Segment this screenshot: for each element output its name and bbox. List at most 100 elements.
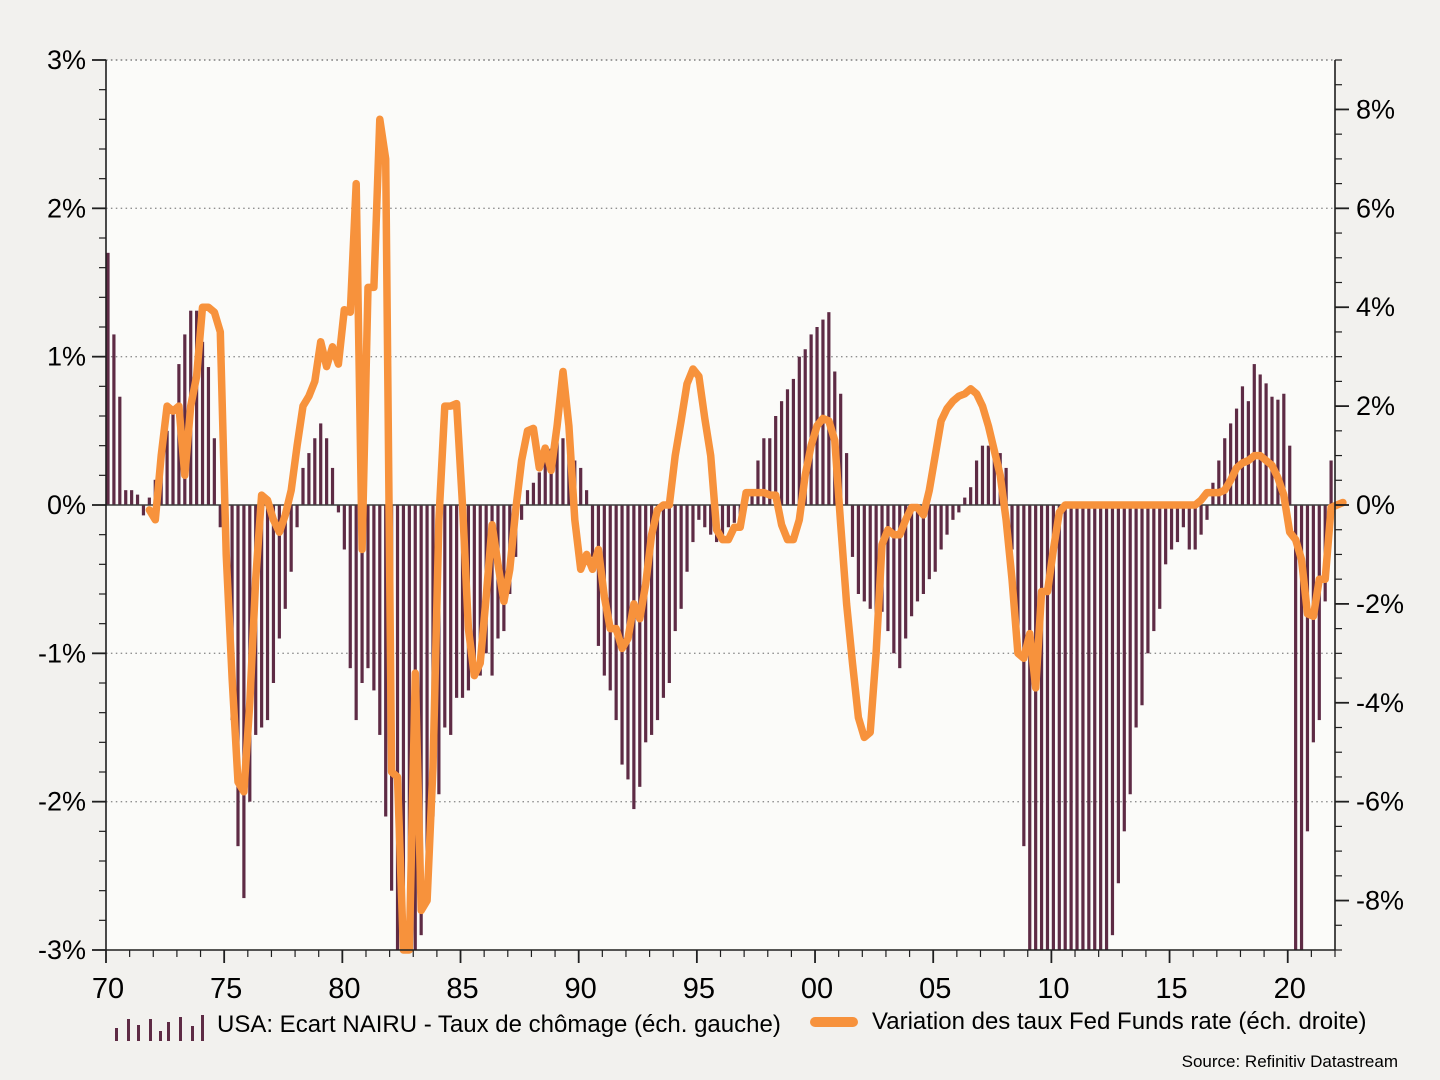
bar bbox=[531, 482, 536, 505]
bar bbox=[803, 349, 807, 505]
bar bbox=[502, 505, 506, 632]
bar bbox=[301, 467, 305, 505]
bar bbox=[1223, 438, 1227, 505]
bar bbox=[1240, 386, 1245, 505]
right-tick-label: -8% bbox=[1356, 886, 1404, 916]
bar bbox=[1099, 505, 1103, 950]
bar bbox=[1193, 505, 1197, 550]
bar bbox=[1229, 423, 1233, 505]
bar bbox=[856, 505, 860, 594]
bar-series-icon-bar bbox=[127, 1019, 130, 1041]
bar bbox=[909, 505, 914, 617]
bar bbox=[969, 487, 973, 505]
x-tick-label: 10 bbox=[1037, 973, 1069, 1005]
bar-series-icon-bar bbox=[201, 1015, 204, 1041]
bar bbox=[1282, 393, 1286, 505]
bar bbox=[460, 505, 465, 698]
bar bbox=[1146, 505, 1150, 654]
bar bbox=[183, 334, 187, 505]
left-tick-label: 0% bbox=[47, 490, 86, 520]
left-tick-label: 3% bbox=[47, 45, 86, 75]
bar bbox=[130, 490, 134, 505]
legend-item-nairu-gap: USA: Ecart NAIRU - Taux de chômage (éch.… bbox=[113, 1008, 781, 1042]
bar-series-icon-bar bbox=[115, 1028, 118, 1041]
bar bbox=[330, 467, 335, 505]
bar bbox=[1104, 505, 1109, 950]
bar bbox=[762, 438, 766, 505]
bar bbox=[135, 494, 140, 505]
x-tick-label: 70 bbox=[92, 973, 124, 1005]
bar bbox=[265, 505, 270, 721]
right-tick-label: 0% bbox=[1356, 490, 1395, 520]
bar bbox=[289, 505, 293, 572]
bar bbox=[537, 472, 541, 505]
bar bbox=[963, 497, 967, 505]
bar bbox=[401, 505, 406, 950]
bar bbox=[774, 416, 778, 505]
bar bbox=[1252, 364, 1256, 505]
bar bbox=[957, 505, 961, 513]
x-tick-label: 80 bbox=[328, 973, 360, 1005]
bar bbox=[1329, 460, 1333, 505]
bar bbox=[478, 505, 482, 676]
bar bbox=[1069, 505, 1073, 950]
bar bbox=[921, 505, 925, 594]
bar bbox=[1217, 460, 1221, 505]
bar bbox=[1057, 505, 1061, 950]
legend-label-nairu-gap: USA: Ecart NAIRU - Taux de chômage (éch.… bbox=[217, 1011, 781, 1038]
bar bbox=[644, 505, 648, 743]
bar bbox=[1152, 505, 1156, 632]
bar bbox=[703, 505, 707, 528]
bar bbox=[325, 438, 329, 505]
bar bbox=[756, 460, 760, 505]
bar bbox=[904, 505, 908, 639]
right-tick-label: 4% bbox=[1356, 292, 1395, 322]
bar bbox=[449, 505, 453, 735]
bar bbox=[1164, 505, 1168, 565]
bar bbox=[1004, 467, 1008, 505]
left-tick-label: 1% bbox=[47, 342, 86, 372]
right-tick-label: -4% bbox=[1356, 688, 1404, 718]
x-tick-label: 95 bbox=[683, 973, 715, 1005]
bar bbox=[165, 430, 169, 505]
bar bbox=[561, 438, 565, 505]
bar bbox=[1116, 505, 1120, 884]
bar bbox=[1051, 505, 1055, 950]
bar bbox=[1294, 505, 1298, 950]
bar bbox=[585, 490, 589, 505]
bar bbox=[1010, 505, 1014, 550]
bar-series-icon-bar bbox=[191, 1026, 194, 1041]
bar bbox=[443, 505, 447, 728]
bar bbox=[525, 490, 530, 505]
bar bbox=[691, 505, 695, 543]
bar bbox=[1246, 401, 1250, 505]
bar bbox=[295, 505, 299, 528]
bar bbox=[915, 505, 920, 602]
bar bbox=[1205, 505, 1209, 520]
bar bbox=[1288, 445, 1292, 505]
bar bbox=[1181, 505, 1185, 528]
bar bbox=[342, 505, 346, 550]
x-tick-label: 90 bbox=[565, 973, 597, 1005]
bar-series-icon-bar bbox=[159, 1031, 162, 1041]
bar bbox=[283, 505, 287, 609]
right-tick-label: 6% bbox=[1356, 193, 1395, 223]
x-tick-label: 85 bbox=[446, 973, 478, 1005]
bar bbox=[697, 505, 701, 520]
bar bbox=[419, 505, 423, 936]
bar bbox=[945, 505, 949, 535]
bar-series-icon bbox=[115, 1015, 204, 1041]
bar bbox=[1022, 505, 1026, 847]
bar bbox=[319, 423, 323, 505]
bar bbox=[1039, 505, 1044, 950]
bar bbox=[868, 505, 872, 609]
bar bbox=[1128, 505, 1132, 795]
bar bbox=[490, 505, 494, 676]
bar bbox=[750, 490, 754, 505]
bar bbox=[1305, 505, 1310, 832]
bar bbox=[1028, 505, 1032, 950]
bar bbox=[147, 497, 151, 505]
bar bbox=[1299, 505, 1304, 950]
bar bbox=[195, 310, 199, 505]
x-tick-label: 00 bbox=[801, 973, 833, 1005]
